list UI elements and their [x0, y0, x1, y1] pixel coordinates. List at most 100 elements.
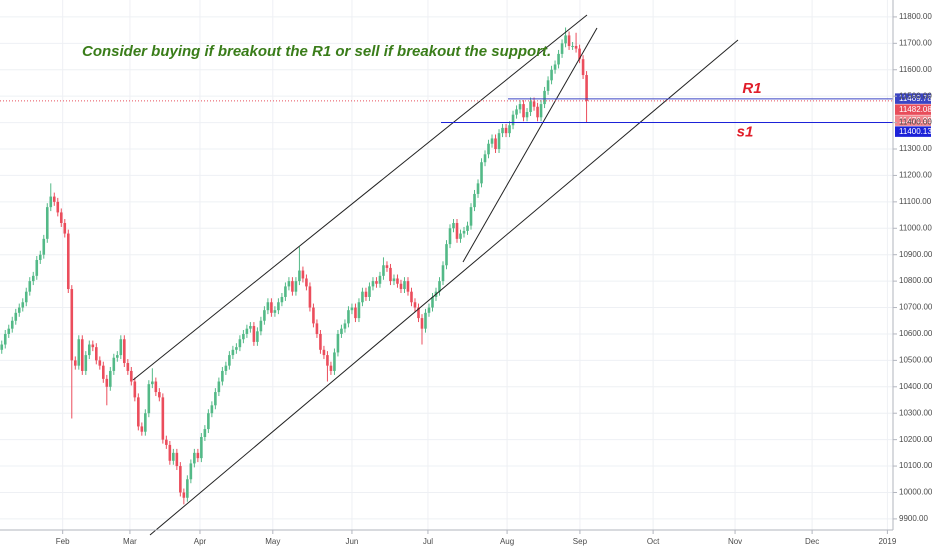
- candle-body: [497, 133, 501, 150]
- candle-body: [438, 281, 441, 292]
- candle-body: [448, 228, 452, 245]
- y-tick-label: 11800.00: [899, 12, 932, 21]
- candle-body: [536, 106, 539, 118]
- x-tick-label: Feb: [56, 537, 70, 546]
- candle-body: [42, 238, 46, 255]
- candle-body: [235, 347, 238, 350]
- y-tick-label: 10600.00: [899, 329, 932, 338]
- candle-body: [417, 307, 420, 319]
- candle-body: [480, 162, 483, 184]
- candle-body: [186, 479, 189, 498]
- candle-body: [172, 452, 175, 461]
- y-tick-label: 10800.00: [899, 276, 932, 285]
- y-tick-label: 10300.00: [899, 408, 932, 417]
- candle-body: [154, 381, 158, 393]
- candle-body: [308, 286, 312, 308]
- candle-body: [165, 439, 168, 445]
- candle-body: [277, 302, 280, 311]
- y-tick-label: 11700.00: [899, 38, 932, 47]
- candle-body: [10, 320, 14, 329]
- candle-body: [245, 328, 249, 334]
- candle-body: [378, 275, 382, 284]
- candle-body: [368, 286, 371, 297]
- candle-body: [221, 370, 224, 382]
- level-label: 11482.08: [899, 105, 932, 114]
- candle-body: [532, 101, 536, 107]
- candle-body: [63, 222, 67, 234]
- candle-body: [259, 320, 263, 332]
- candle-body: [557, 53, 560, 65]
- candle-body: [483, 154, 487, 163]
- y-tick-label: 10200.00: [899, 435, 932, 444]
- candle-body: [56, 201, 60, 213]
- candle-body: [196, 452, 200, 459]
- candle-body: [462, 230, 466, 234]
- x-tick-label: Nov: [728, 537, 742, 546]
- candle-body: [280, 296, 284, 303]
- candle-body: [105, 378, 109, 387]
- candle-body: [525, 112, 529, 118]
- level-label-box: [895, 115, 931, 126]
- candle-body: [3, 333, 7, 345]
- level-label: 11476.95: [899, 116, 932, 125]
- candle-body: [126, 363, 130, 371]
- candle-body: [45, 207, 49, 239]
- y-tick-label: 11100.00: [899, 197, 932, 206]
- candle-body: [424, 312, 427, 329]
- candle-body: [410, 291, 413, 303]
- level-name: s1: [737, 124, 754, 141]
- candle-body: [123, 339, 126, 364]
- candle-body: [396, 278, 399, 284]
- candle-body: [179, 466, 182, 493]
- candle-body: [151, 381, 154, 385]
- candle-body: [427, 307, 431, 313]
- y-tick-label: 11300.00: [899, 144, 932, 153]
- candle-body: [539, 104, 543, 118]
- candle-body: [119, 339, 123, 356]
- candle-body: [49, 196, 53, 208]
- candle-body: [238, 339, 242, 348]
- candle-body: [511, 114, 515, 126]
- axes: 9900.00 10000.00 10100.00 10200.00 10300.00 1…: [56, 12, 932, 546]
- candle-body: [200, 436, 203, 459]
- trend-line: [462, 27, 598, 263]
- candle-body: [515, 109, 518, 115]
- candle-body: [585, 75, 588, 101]
- candle-body: [217, 381, 221, 393]
- candle-body: [469, 207, 473, 226]
- candle-body: [133, 381, 137, 398]
- candle-body: [88, 344, 91, 356]
- candle-body: [0, 344, 4, 350]
- candle-body: [550, 69, 553, 81]
- candle-body: [441, 265, 445, 282]
- candle-body: [130, 370, 133, 382]
- candle-body: [31, 275, 35, 282]
- candle-body: [144, 413, 147, 432]
- candle-body: [147, 384, 151, 414]
- candle-body: [543, 90, 546, 105]
- candle-body: [80, 339, 84, 371]
- candle-body: [504, 127, 508, 134]
- candle-body: [322, 349, 326, 356]
- candle-body: [403, 281, 406, 290]
- candle-body: [210, 405, 214, 414]
- candle-body: [66, 233, 70, 290]
- y-tick-label: 10700.00: [899, 303, 932, 312]
- y-tick-label: 9900.00: [899, 514, 928, 523]
- candle-body: [490, 138, 494, 144]
- candle-body: [357, 302, 361, 319]
- candle-body: [158, 392, 161, 398]
- candle-body: [273, 310, 277, 313]
- candle-body: [455, 222, 459, 239]
- candle-body: [399, 283, 403, 290]
- candle-body: [84, 355, 88, 371]
- candle-body: [578, 48, 581, 60]
- candle-body: [354, 307, 357, 319]
- candle-body: [315, 323, 319, 334]
- candle-body: [319, 333, 322, 350]
- candle-body: [567, 35, 571, 46]
- candle-body: [473, 193, 476, 208]
- candle-body: [203, 429, 207, 437]
- levels: R1 11489.78 11482.08 11476.95 s1 11400.13: [0, 80, 932, 141]
- candle-body: [137, 397, 140, 427]
